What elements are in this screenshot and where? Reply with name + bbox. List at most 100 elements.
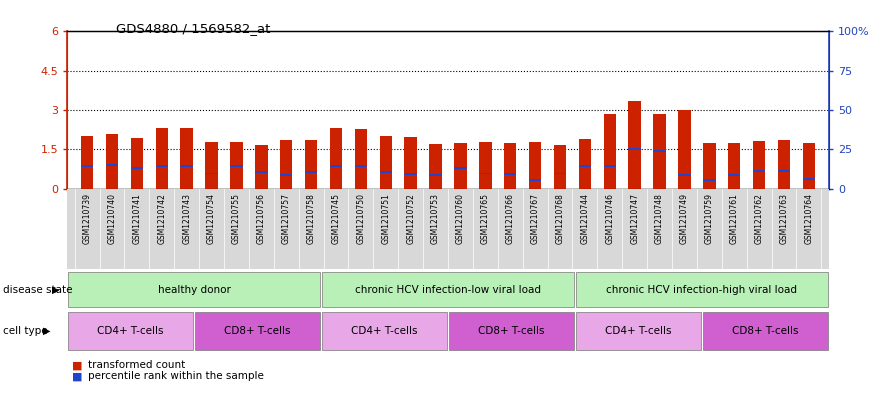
Text: ■: ■: [72, 360, 82, 370]
Text: GSM1210746: GSM1210746: [606, 193, 615, 244]
Bar: [404, 137, 417, 189]
Text: GSM1210740: GSM1210740: [108, 193, 116, 244]
Bar: [703, 179, 716, 181]
Bar: [429, 144, 442, 189]
Bar: [380, 171, 392, 173]
Bar: [579, 165, 591, 167]
Text: transformed count: transformed count: [88, 360, 185, 370]
Text: healthy donor: healthy donor: [158, 285, 230, 295]
Text: GSM1210761: GSM1210761: [729, 193, 738, 244]
FancyBboxPatch shape: [323, 272, 573, 307]
Bar: [753, 141, 765, 189]
Bar: [156, 165, 168, 167]
Bar: [728, 174, 740, 176]
Bar: [554, 145, 566, 189]
Text: GSM1210754: GSM1210754: [207, 193, 216, 244]
Bar: [504, 143, 516, 189]
Text: chronic HCV infection-low viral load: chronic HCV infection-low viral load: [355, 285, 541, 295]
Bar: [678, 174, 691, 176]
FancyBboxPatch shape: [323, 312, 447, 351]
Bar: [380, 136, 392, 189]
Bar: [504, 173, 516, 175]
Bar: [753, 170, 765, 172]
Text: GSM1210747: GSM1210747: [630, 193, 639, 244]
Text: CD8+ T-cells: CD8+ T-cells: [224, 326, 291, 336]
Text: GSM1210768: GSM1210768: [556, 193, 564, 244]
Text: GSM1210765: GSM1210765: [481, 193, 490, 244]
Bar: [653, 114, 666, 189]
Bar: [703, 143, 716, 189]
Bar: [106, 164, 118, 166]
Text: GSM1210767: GSM1210767: [530, 193, 539, 244]
Text: GSM1210764: GSM1210764: [805, 193, 814, 244]
Text: GSM1210762: GSM1210762: [754, 193, 763, 244]
Bar: [330, 165, 342, 167]
Bar: [803, 143, 815, 189]
FancyBboxPatch shape: [703, 312, 828, 351]
Bar: [106, 134, 118, 189]
Bar: [803, 178, 815, 180]
Bar: [678, 110, 691, 189]
Bar: [156, 129, 168, 189]
FancyBboxPatch shape: [576, 272, 828, 307]
FancyBboxPatch shape: [576, 312, 701, 351]
Text: chronic HCV infection-high viral load: chronic HCV infection-high viral load: [607, 285, 797, 295]
Bar: [554, 173, 566, 174]
Bar: [230, 165, 243, 167]
Bar: [81, 165, 93, 167]
Text: GSM1210763: GSM1210763: [780, 193, 788, 244]
Text: GSM1210741: GSM1210741: [133, 193, 142, 244]
FancyBboxPatch shape: [195, 312, 320, 351]
Bar: [479, 173, 492, 174]
Text: GSM1210745: GSM1210745: [332, 193, 340, 244]
Bar: [180, 129, 193, 189]
Bar: [230, 142, 243, 189]
Bar: [778, 140, 790, 189]
Bar: [529, 142, 541, 189]
Bar: [728, 143, 740, 189]
Bar: [778, 170, 790, 172]
Text: GSM1210766: GSM1210766: [505, 193, 514, 244]
Bar: [628, 148, 641, 150]
Bar: [280, 140, 292, 189]
Bar: [81, 136, 93, 189]
Bar: [653, 150, 666, 152]
Bar: [429, 174, 442, 176]
Text: CD8+ T-cells: CD8+ T-cells: [732, 326, 798, 336]
Text: GSM1210749: GSM1210749: [680, 193, 689, 244]
Text: GSM1210752: GSM1210752: [406, 193, 415, 244]
Text: ▶: ▶: [52, 285, 59, 295]
Bar: [205, 142, 218, 189]
Bar: [305, 140, 317, 189]
Text: disease state: disease state: [3, 285, 73, 295]
Bar: [205, 173, 218, 174]
Text: GSM1210755: GSM1210755: [232, 193, 241, 244]
Bar: [330, 129, 342, 189]
Bar: [255, 171, 268, 173]
Bar: [479, 142, 492, 189]
Text: GDS4880 / 1569582_at: GDS4880 / 1569582_at: [116, 22, 271, 35]
Bar: [579, 139, 591, 189]
Text: GSM1210760: GSM1210760: [456, 193, 465, 244]
FancyBboxPatch shape: [449, 312, 573, 351]
Bar: [131, 167, 143, 169]
Text: ▶: ▶: [43, 326, 50, 336]
Bar: [454, 143, 467, 189]
Bar: [131, 138, 143, 189]
Text: percentile rank within the sample: percentile rank within the sample: [88, 371, 263, 381]
Text: GSM1210739: GSM1210739: [82, 193, 91, 244]
Text: GSM1210758: GSM1210758: [306, 193, 315, 244]
Bar: [180, 165, 193, 167]
Bar: [454, 167, 467, 169]
Text: GSM1210757: GSM1210757: [281, 193, 290, 244]
Text: GSM1210744: GSM1210744: [581, 193, 590, 244]
Bar: [604, 165, 616, 167]
Text: cell type: cell type: [3, 326, 47, 336]
Text: CD4+ T-cells: CD4+ T-cells: [351, 326, 418, 336]
Bar: [628, 101, 641, 189]
Text: GSM1210750: GSM1210750: [357, 193, 366, 244]
Text: GSM1210748: GSM1210748: [655, 193, 664, 244]
Text: CD8+ T-cells: CD8+ T-cells: [478, 326, 545, 336]
Bar: [280, 174, 292, 176]
Bar: [529, 179, 541, 181]
